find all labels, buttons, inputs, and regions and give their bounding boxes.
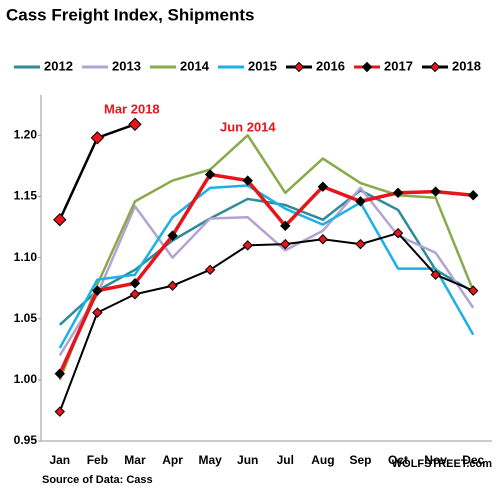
point-marker — [204, 264, 216, 276]
annotation: Jun 2014 — [220, 119, 276, 134]
x-tick-label: Dec — [462, 453, 484, 467]
point-marker — [317, 181, 329, 192]
legend-label: 2017 — [384, 58, 413, 73]
legend-label: 2012 — [44, 58, 73, 73]
point-marker — [468, 190, 479, 201]
series-line — [58, 172, 474, 375]
x-tick-label: Aug — [311, 453, 334, 467]
point-marker — [242, 240, 253, 251]
y-tick-label: 1.00 — [14, 372, 38, 386]
legend-label: 2015 — [248, 58, 277, 73]
annotation: Mar 2018 — [104, 101, 160, 116]
point-marker — [280, 220, 291, 232]
series-line — [58, 232, 474, 413]
y-tick-label: 1.15 — [14, 189, 38, 203]
x-tick-label: Nov — [424, 453, 447, 467]
point-marker — [53, 212, 67, 227]
point-marker — [468, 285, 479, 296]
x-tick-label: Apr — [162, 453, 183, 467]
series-line — [58, 186, 475, 357]
legend-marker — [361, 61, 373, 73]
point-marker — [90, 131, 105, 145]
x-tick-label: Feb — [87, 453, 108, 467]
legend-marker — [429, 61, 441, 73]
y-tick-label: 0.95 — [14, 433, 38, 447]
x-tick-label: Jun — [237, 453, 258, 467]
y-tick-label: 1.05 — [14, 311, 38, 325]
legend-label: 2018 — [452, 58, 481, 73]
legend-marker — [293, 61, 305, 73]
x-tick-label: Jul — [277, 453, 294, 467]
point-marker — [167, 280, 178, 291]
credit: WOLFSTREET.com — [392, 458, 492, 470]
x-tick-label: May — [198, 453, 222, 467]
point-marker — [280, 238, 291, 250]
point-marker — [128, 117, 142, 132]
point-marker — [204, 169, 216, 180]
point-marker — [430, 269, 441, 280]
series-line — [58, 184, 475, 349]
point-marker — [430, 186, 441, 197]
point-marker — [92, 285, 103, 296]
point-marker — [242, 175, 253, 186]
legend-label: 2013 — [112, 58, 141, 73]
x-tick-label: Oct — [388, 453, 408, 467]
legend-label: 2016 — [316, 58, 345, 73]
point-marker — [54, 406, 65, 417]
point-marker — [392, 227, 404, 239]
x-tick-label: Mar — [124, 453, 146, 467]
x-tick-label: Sep — [349, 453, 371, 467]
series-line — [58, 189, 474, 326]
y-tick-label: 1.20 — [14, 128, 38, 142]
point-marker — [392, 187, 404, 199]
source: Source of Data: Cass — [42, 474, 153, 486]
point-marker — [317, 234, 329, 245]
series-line — [58, 134, 475, 381]
x-tick-label: Jan — [49, 453, 70, 467]
point-marker — [167, 230, 178, 241]
point-marker — [92, 307, 103, 318]
point-marker — [129, 289, 141, 300]
point-marker — [355, 238, 366, 250]
chart-title: Cass Freight Index, Shipments — [6, 5, 254, 24]
legend-label: 2014 — [180, 58, 210, 73]
point-marker — [355, 196, 366, 207]
y-tick-label: 1.10 — [14, 250, 38, 264]
point-marker — [54, 368, 65, 379]
point-marker — [129, 278, 141, 289]
